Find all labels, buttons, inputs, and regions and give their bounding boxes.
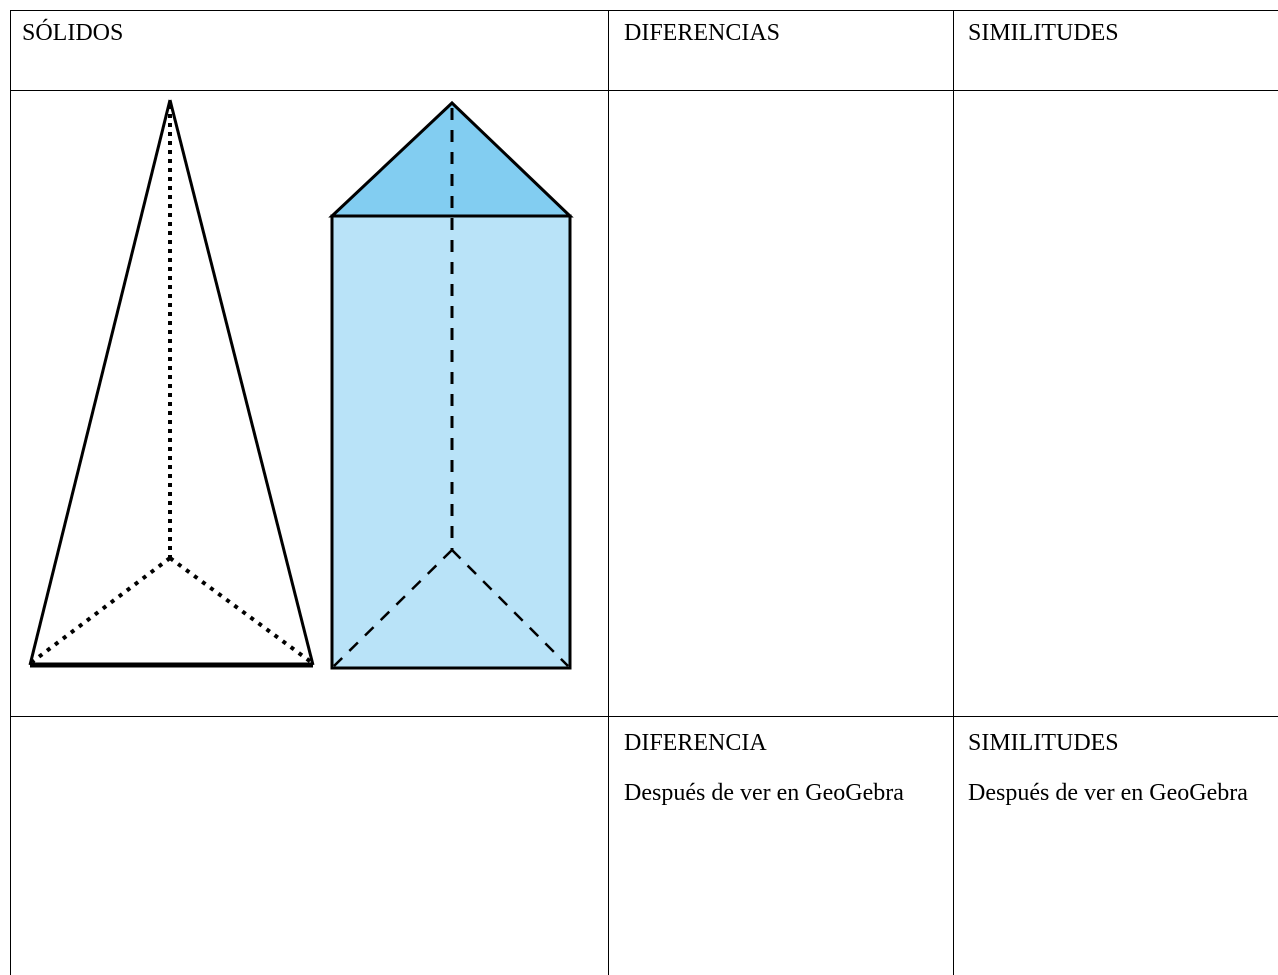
cell-title: SIMILITUDES bbox=[968, 730, 1119, 756]
row-line bbox=[10, 90, 1278, 91]
header-cell: DIFERENCIAS bbox=[624, 20, 781, 46]
pyramid-edge bbox=[168, 99, 315, 666]
row-line bbox=[10, 716, 1278, 717]
cell-title: DIFERENCIA bbox=[624, 730, 767, 756]
pyramid-edge bbox=[28, 99, 172, 666]
cell-text: Después de ver en GeoGebra bbox=[968, 780, 1248, 806]
solids-image bbox=[18, 96, 588, 682]
column-line bbox=[953, 10, 954, 975]
prism bbox=[328, 100, 574, 670]
hidden-edge bbox=[451, 549, 569, 667]
header-cell: SIMILITUDES bbox=[968, 20, 1119, 46]
table-border bbox=[10, 10, 11, 975]
pyramid bbox=[28, 99, 315, 668]
column-line bbox=[608, 10, 609, 975]
header-cell: SÓLIDOS bbox=[22, 20, 124, 46]
cell-text: Después de ver en GeoGebra bbox=[624, 780, 904, 806]
table-border bbox=[10, 10, 1278, 11]
hidden-edge bbox=[333, 549, 453, 667]
